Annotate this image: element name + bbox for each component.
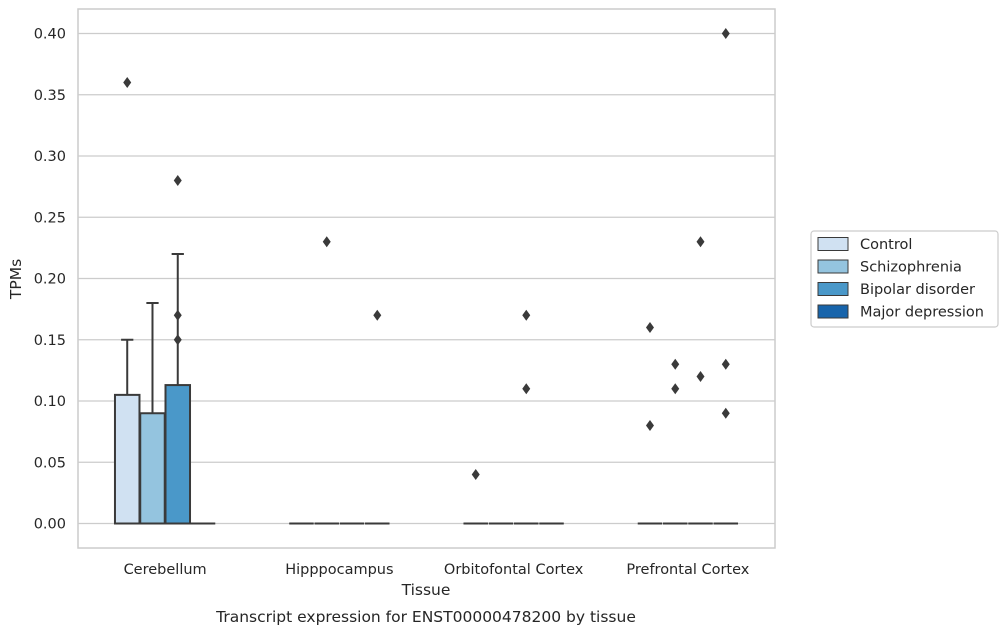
legend-frame [810,230,999,328]
outlier-point [322,236,331,248]
box-body [113,393,141,525]
outlier-point [721,28,730,39]
outlier-point [522,383,531,395]
box-bipolar-disorder [688,236,713,525]
grid-lines [78,32,775,525]
outlier-point [173,309,182,321]
legend-item: Bipolar disorder [817,282,975,298]
x-axis-label: Tissue [401,581,451,599]
y-tick-label: 0.35 [34,88,66,104]
legend-label: Major depression [860,305,984,321]
outlier-point [522,309,531,321]
y-tick-label: 0.10 [34,394,66,410]
box-schizophrenia [139,302,166,525]
x-tick-label: Hipppocampus [285,562,393,578]
legend-swatch [817,237,849,251]
outlier-point [721,358,730,370]
chart-caption: Transcript expression for ENST0000047820… [215,608,636,626]
box-bipolar-disorder [164,175,192,525]
legend-label: Bipolar disorder [860,282,975,298]
outlier-point [645,420,654,431]
y-axis-ticks: 0.00 0.05 0.10 0.15 0.20 0.25 0.30 0.35 0.40 [34,27,66,533]
legend-item: Major depression [817,304,984,321]
box-schizophrenia [314,236,339,525]
legend-swatch [817,304,849,319]
legend-label: Schizophrenia [860,260,962,276]
y-tick-label: 0.30 [34,149,66,165]
outlier-point [696,236,705,248]
plot-frame [77,8,776,549]
legend-swatch [817,282,849,296]
outlier-point [173,334,182,346]
box-major-depression [365,309,390,525]
box-control [637,322,663,525]
x-tick-label: Cerebellum [124,562,207,578]
outlier-point [471,469,480,480]
legend-swatch [817,259,849,274]
y-tick-label: 0.40 [34,27,66,43]
y-tick-label: 0.00 [34,517,66,533]
y-tick-label: 0.25 [34,210,66,226]
y-tick-label: 0.20 [34,272,66,288]
legend: Control Schizophrenia Bipolar disorder Majo… [810,230,999,328]
legend-label: Control [860,237,912,253]
y-tick-label: 0.05 [34,455,66,471]
y-tick-label: 0.15 [34,333,66,349]
box-control [463,469,488,525]
outlier-point [373,309,382,321]
box-major-depression [713,28,739,525]
outlier-point [721,407,730,419]
y-axis-label: TPMs [7,259,25,300]
legend-item: Schizophrenia [817,259,962,276]
box-body [139,412,166,525]
outlier-point [123,77,132,88]
x-tick-label: Orbitofontal Cortex [444,562,584,578]
outlier-point [696,371,705,382]
outlier-point [645,322,654,333]
box-schizophrenia [662,358,688,525]
outlier-point [671,383,680,395]
x-axis-ticks: Cerebellum Hipppocampus Orbitofontal Corte… [124,562,750,578]
outlier-point [173,175,182,186]
x-tick-label: Prefrontal Cortex [626,562,749,578]
box-plots [113,28,739,525]
legend-item: Control [817,237,912,253]
box-body [164,384,192,525]
box-control [113,77,141,525]
outlier-point [671,358,680,370]
box-bipolar-disorder [514,309,539,525]
